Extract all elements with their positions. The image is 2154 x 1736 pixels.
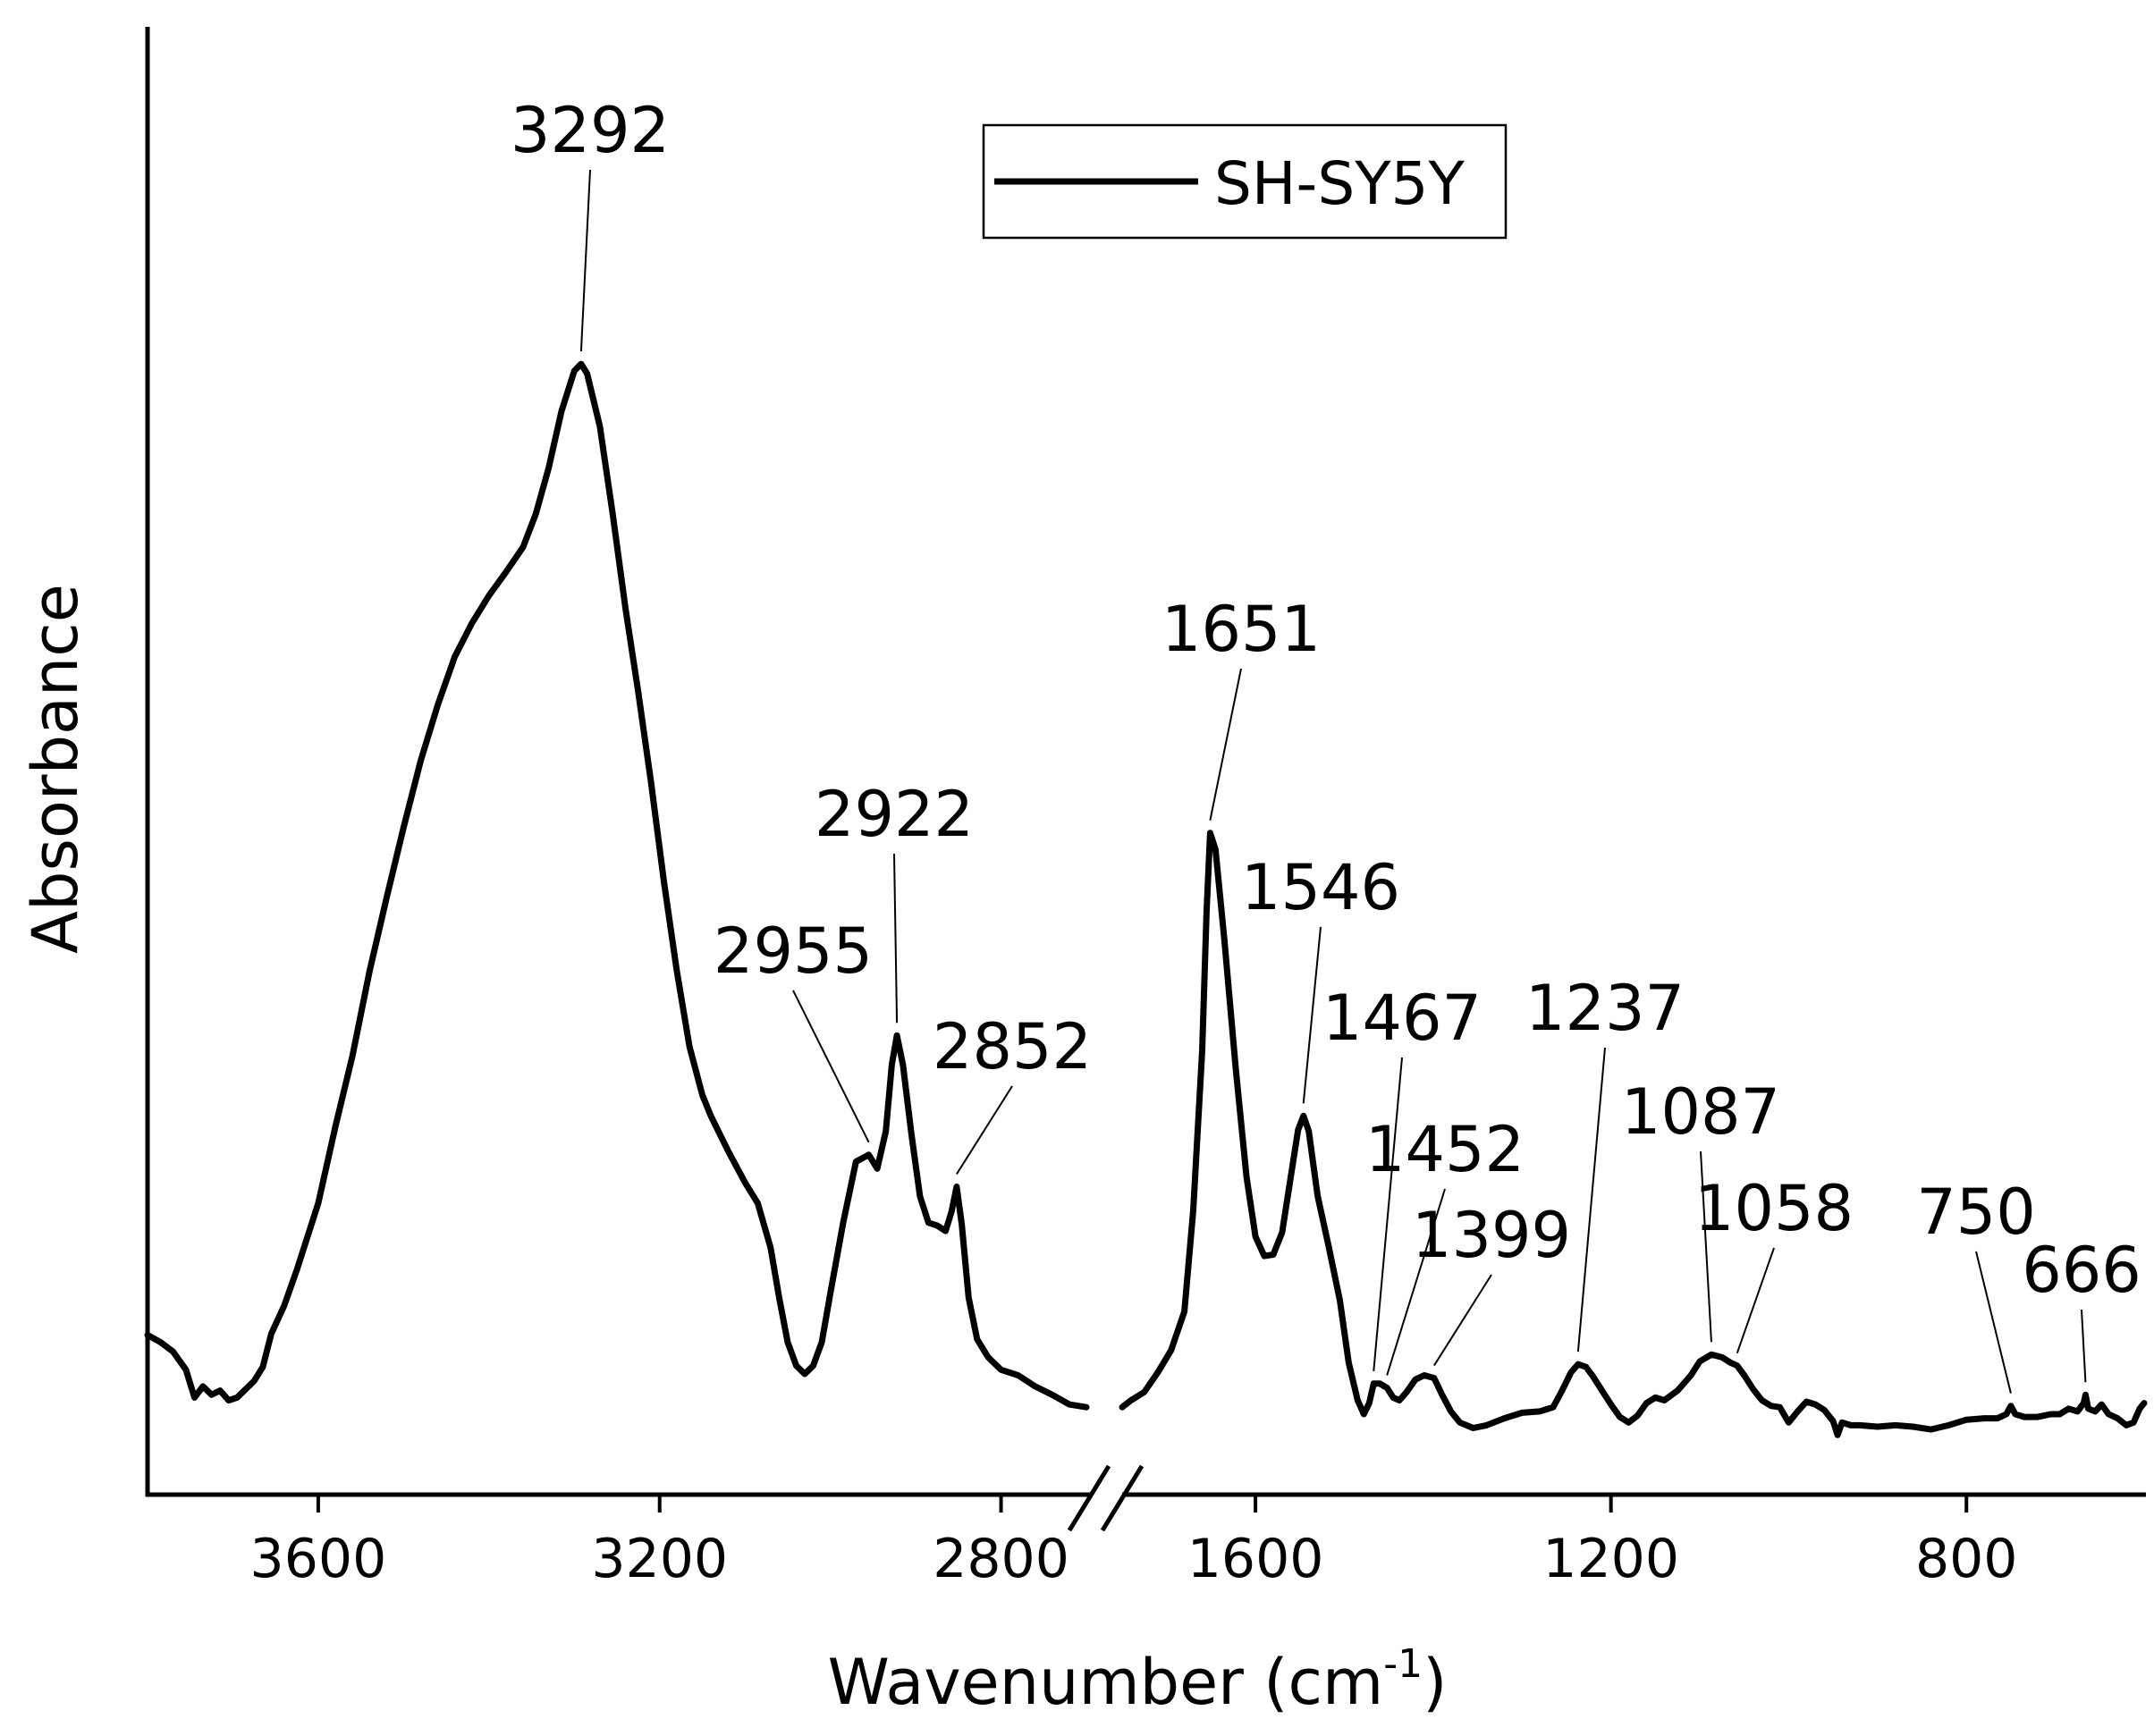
x-tick-label: 2800 <box>933 1528 1069 1590</box>
x-tick-label: 1600 <box>1187 1528 1324 1590</box>
x-tick-label: 800 <box>1915 1528 2018 1590</box>
x-tick-labels: 3600 3200 2800 1600 1200 800 <box>250 1528 2018 1590</box>
peak-leader-1087 <box>1700 1150 1712 1343</box>
peak-label-2922: 2922 <box>815 778 974 851</box>
axis-break-mark-1 <box>1067 1464 1111 1532</box>
y-axis-title: Absorbance <box>19 584 92 954</box>
x-tick-label: 3600 <box>250 1528 387 1590</box>
peak-annotations: 3292 2955 2922 2852 1651 1546 1467 1452 1399 1237… <box>511 94 2141 1307</box>
legend-entry-label: SH-SY5Y <box>1214 149 1466 218</box>
peak-label-2852: 2852 <box>933 1010 1092 1083</box>
axis-break-mark-2 <box>1100 1464 1145 1532</box>
peak-leader-666 <box>2081 1309 2087 1383</box>
peak-leader-1467 <box>1373 1057 1403 1371</box>
spectrum-line-segment-1 <box>144 360 1090 1411</box>
x-axis-title: Wavenumber (cm-1) <box>828 1641 1448 1719</box>
spectrum-series <box>144 360 2148 1438</box>
peak-leader-1237 <box>1576 1047 1606 1353</box>
peak-label-1452: 1452 <box>1365 1113 1525 1186</box>
x-ticks <box>316 1495 1969 1513</box>
spectrum-line-segment-2 <box>1119 830 2148 1438</box>
peak-label-3292: 3292 <box>511 94 670 167</box>
peak-leader-1546 <box>1302 926 1322 1104</box>
peak-label-1546: 1546 <box>1241 851 1400 924</box>
peak-leader-2852 <box>956 1085 1013 1175</box>
x-tick-label: 3200 <box>591 1528 728 1590</box>
peak-label-666: 666 <box>2022 1234 2141 1307</box>
peak-leader-1651 <box>1209 668 1242 821</box>
peak-label-750: 750 <box>1916 1176 2036 1249</box>
peak-label-1467: 1467 <box>1322 982 1482 1055</box>
peak-label-1087: 1087 <box>1621 1075 1780 1149</box>
peak-label-2955: 2955 <box>714 914 873 988</box>
peak-label-1399: 1399 <box>1412 1199 1571 1272</box>
peak-leader-3292 <box>579 169 591 352</box>
x-tick-label: 1200 <box>1542 1528 1679 1590</box>
peak-leader-lines <box>579 169 2087 1394</box>
peak-leader-750 <box>1975 1251 2012 1394</box>
peak-leader-2955 <box>792 990 870 1143</box>
peak-label-1651: 1651 <box>1161 593 1321 666</box>
peak-leader-1058 <box>1736 1247 1775 1353</box>
peak-leader-2922 <box>893 853 899 1024</box>
legend: SH-SY5Y <box>982 123 1508 240</box>
peak-label-1237: 1237 <box>1525 972 1685 1045</box>
peak-label-1058: 1058 <box>1694 1172 1854 1245</box>
peak-leader-1452 <box>1386 1188 1446 1376</box>
peak-leader-1399 <box>1433 1274 1492 1367</box>
